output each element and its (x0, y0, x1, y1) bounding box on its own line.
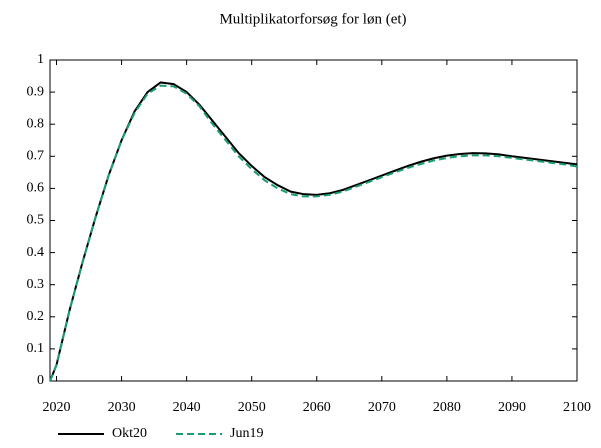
y-tick-label: 0.4 (27, 245, 45, 260)
y-tick-label: 0.2 (27, 309, 45, 324)
series-line (49, 81, 578, 382)
y-tick-label: 0.1 (27, 341, 45, 356)
chart-title: Multiplikatorforsøg for løn (et) (219, 11, 406, 27)
x-tick-label: 2060 (303, 400, 331, 415)
y-tick-label: 0.8 (27, 116, 45, 131)
x-tick-label: 2050 (238, 400, 266, 415)
y-tick-label: 0.7 (27, 149, 45, 164)
y-tick-label: 0.3 (27, 277, 45, 292)
y-tick-label: 0.9 (27, 84, 45, 99)
x-tick-label: 2020 (43, 400, 71, 415)
y-tick-label: 1 (37, 52, 44, 67)
x-tick-label: 2030 (108, 400, 136, 415)
y-tick-label: 0 (37, 373, 44, 388)
y-tick-label: 0.5 (27, 213, 45, 228)
x-tick-label: 2080 (433, 400, 461, 415)
x-tick-label: 2100 (563, 400, 591, 415)
y-tick-label: 0.6 (27, 181, 45, 196)
x-tick-label: 2040 (173, 400, 201, 415)
series-line (49, 84, 578, 382)
x-tick-label: 2070 (368, 400, 396, 415)
plot-frame (49, 59, 578, 382)
legend-label: Jun19 (230, 426, 263, 441)
x-tick-label: 2090 (498, 400, 526, 415)
legend-label: Okt20 (112, 426, 147, 441)
